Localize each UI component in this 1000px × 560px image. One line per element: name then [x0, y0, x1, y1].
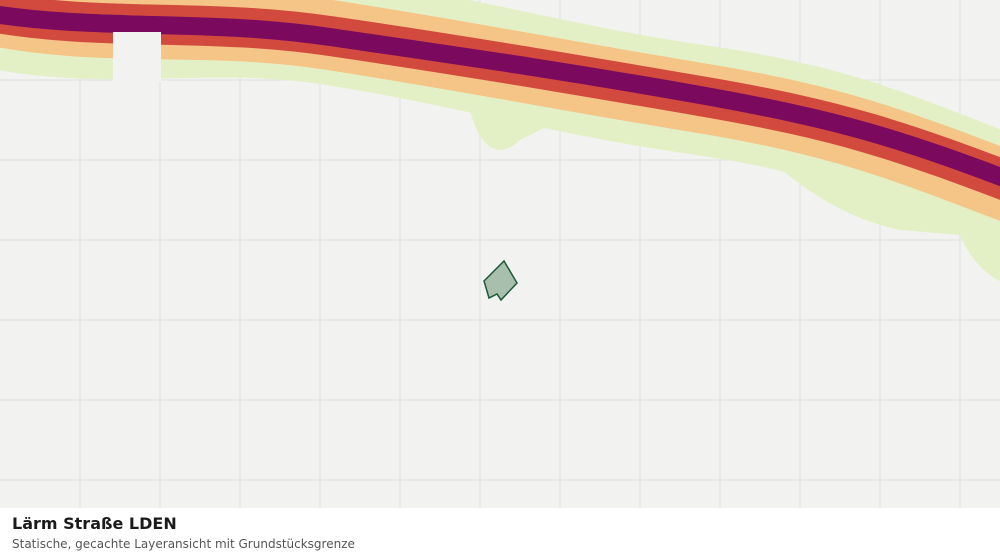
- map-gap: [113, 32, 161, 82]
- noise-band-low: [760, 150, 1000, 282]
- noise-band-low: [470, 110, 560, 150]
- map: [0, 0, 1000, 508]
- caption: Lärm Straße LDEN Statische, gecachte Lay…: [0, 508, 1000, 560]
- caption-title: Lärm Straße LDEN: [12, 514, 177, 533]
- parcel-boundary[interactable]: [483, 259, 518, 302]
- noise-bands: [0, 0, 1000, 282]
- caption-subtitle: Statische, gecachte Layeransicht mit Gru…: [12, 537, 355, 551]
- noise-band-very-high: [0, 5, 1000, 187]
